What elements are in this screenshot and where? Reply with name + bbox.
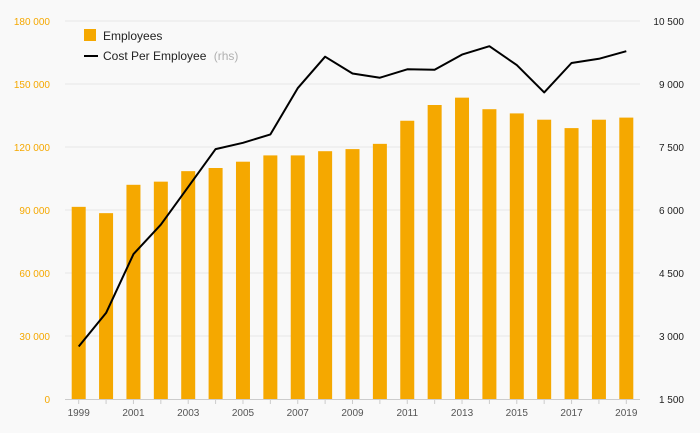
x-tick-label: 2009 bbox=[341, 408, 364, 419]
right-tick-label: 10 500 bbox=[653, 17, 684, 28]
x-tick-label: 2005 bbox=[232, 408, 255, 419]
x-tick-label: 2015 bbox=[506, 408, 529, 419]
bar-employees-2014 bbox=[482, 109, 497, 399]
right-tick-label: 9 000 bbox=[659, 80, 684, 91]
right-tick-label: 7 500 bbox=[659, 143, 684, 154]
bar-employees-2015 bbox=[509, 113, 524, 400]
legend: Employees Cost Per Employee (rhs) bbox=[84, 29, 238, 63]
bar-employees-2000 bbox=[99, 213, 114, 399]
cost-per-employee-line bbox=[77, 45, 627, 348]
legend-label-employees: Employees bbox=[103, 29, 162, 43]
bar-employees-2002 bbox=[153, 181, 168, 399]
left-tick-label: 180 000 bbox=[14, 17, 51, 28]
x-tick-label: 2007 bbox=[287, 408, 310, 419]
right-axis: 1 500 3 000 4 500 6 000 7 500 9 000 10 500 bbox=[653, 17, 684, 406]
left-tick-label: 0 bbox=[44, 395, 50, 406]
bar-employees-2012 bbox=[427, 105, 442, 399]
bar-employees-2018 bbox=[591, 119, 606, 399]
legend-label-cost-per-employee: Cost Per Employee bbox=[103, 49, 207, 63]
bar-employees-2013 bbox=[455, 97, 470, 400]
right-tick-label: 3 000 bbox=[659, 332, 684, 343]
bar-employees-1999 bbox=[71, 206, 86, 399]
employees-bars bbox=[71, 97, 634, 400]
legend-note-rhs: (rhs) bbox=[214, 49, 239, 63]
right-tick-label: 4 500 bbox=[659, 269, 684, 280]
bar-employees-2011 bbox=[400, 120, 415, 399]
bar-employees-2017 bbox=[564, 128, 579, 399]
legend-swatch-employees bbox=[84, 29, 96, 41]
right-tick-label: 6 000 bbox=[659, 206, 684, 217]
bar-employees-2003 bbox=[181, 171, 196, 399]
right-tick-label: 1 500 bbox=[659, 395, 684, 406]
left-tick-label: 60 000 bbox=[19, 269, 50, 280]
x-axis: 1999 2001 2003 2005 2007 2009 2011 2013 2015 2017… bbox=[68, 399, 638, 419]
left-tick-label: 120 000 bbox=[14, 143, 51, 154]
x-tick-label: 2003 bbox=[177, 408, 200, 419]
x-tick-label: 2019 bbox=[615, 408, 638, 419]
svg-text:Cost Per Employee (rhs): Cost Per Employee (rhs) bbox=[103, 49, 238, 63]
left-tick-label: 30 000 bbox=[19, 332, 50, 343]
bar-employees-2004 bbox=[208, 168, 223, 399]
bar-employees-2007 bbox=[290, 155, 305, 399]
bar-employees-2009 bbox=[345, 149, 360, 399]
x-tick-label: 1999 bbox=[68, 408, 91, 419]
x-tick-label: 2017 bbox=[560, 408, 583, 419]
left-tick-label: 90 000 bbox=[19, 206, 50, 217]
bar-employees-2016 bbox=[537, 119, 552, 399]
bar-employees-2010 bbox=[372, 143, 387, 399]
x-tick-label: 2001 bbox=[122, 408, 145, 419]
x-tick-label: 2011 bbox=[397, 408, 419, 419]
bar-employees-2008 bbox=[318, 151, 333, 399]
x-tick-label: 2013 bbox=[451, 408, 474, 419]
bar-employees-2006 bbox=[263, 155, 278, 399]
bar-employees-2001 bbox=[126, 184, 141, 399]
cost-per-employee-line-group bbox=[77, 45, 627, 348]
left-axis: 0 30 000 60 000 90 000 120 000 150 000 180 000 bbox=[14, 17, 51, 406]
bar-employees-2005 bbox=[235, 161, 250, 399]
left-tick-label: 150 000 bbox=[14, 80, 51, 91]
bar-employees-2019 bbox=[619, 117, 634, 399]
